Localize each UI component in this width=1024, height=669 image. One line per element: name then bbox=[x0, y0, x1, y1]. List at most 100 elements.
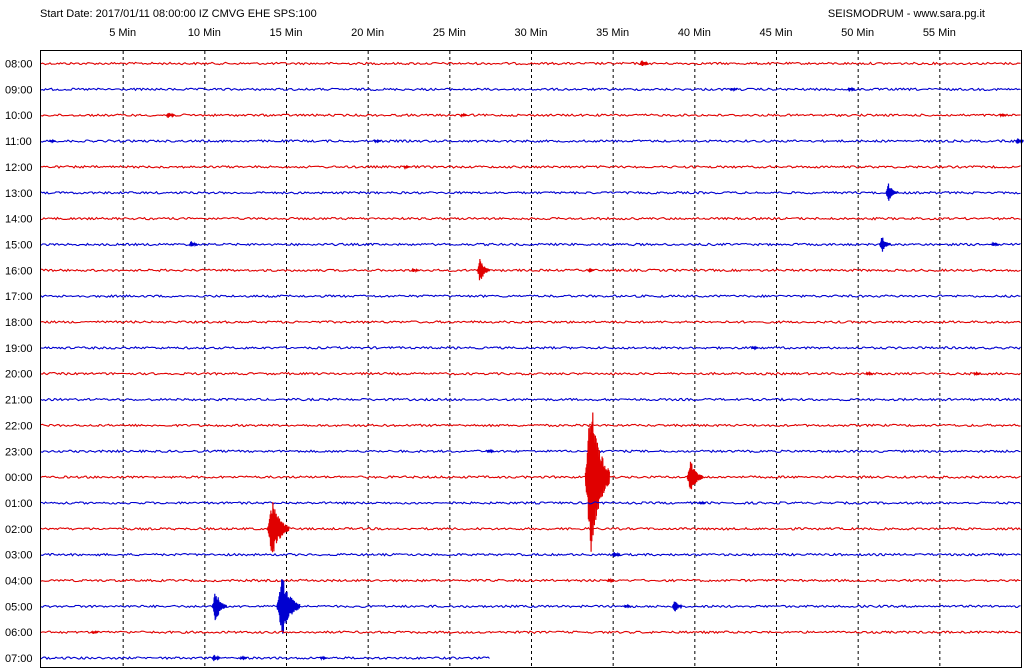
x-tick-label: 25 Min bbox=[433, 27, 466, 39]
trace-baseline bbox=[40, 449, 1021, 454]
hour-label: 17:00 bbox=[5, 291, 33, 303]
trace-baseline bbox=[40, 164, 1021, 169]
trace-baseline bbox=[40, 268, 1021, 273]
seismic-event bbox=[211, 593, 228, 621]
trace-baseline bbox=[40, 61, 1021, 66]
seismic-event bbox=[587, 267, 595, 274]
seismic-event bbox=[878, 237, 891, 252]
hour-label: 06:00 bbox=[5, 627, 33, 639]
seismic-event bbox=[973, 370, 981, 377]
x-tick-label: 40 Min bbox=[678, 27, 711, 39]
trace-baseline bbox=[40, 526, 1021, 531]
seismic-event bbox=[460, 112, 468, 119]
seismic-event bbox=[319, 655, 328, 662]
trace-baseline bbox=[40, 216, 1021, 221]
minute-gridlines bbox=[122, 51, 941, 667]
hour-label: 16:00 bbox=[5, 265, 33, 277]
hour-label: 22:00 bbox=[5, 420, 33, 432]
hour-label: 13:00 bbox=[5, 188, 33, 200]
x-tick-label: 30 Min bbox=[514, 27, 547, 39]
trace-baseline bbox=[40, 139, 1021, 144]
station-info-header: Start Date: 2017/01/11 08:00:00 IZ CMVG … bbox=[40, 8, 317, 20]
trace-baseline bbox=[40, 500, 1021, 505]
seismic-event bbox=[165, 112, 175, 119]
trace-baseline bbox=[40, 630, 1021, 635]
seismic-event bbox=[211, 654, 221, 662]
hour-label: 15:00 bbox=[5, 239, 33, 251]
seismic-event bbox=[611, 551, 621, 558]
seismic-event bbox=[476, 258, 491, 281]
hour-label: 05:00 bbox=[5, 601, 33, 613]
x-tick-label: 15 Min bbox=[269, 27, 302, 39]
trace-baseline bbox=[40, 242, 1021, 247]
x-tick-label: 20 Min bbox=[351, 27, 384, 39]
trace-baseline bbox=[40, 475, 1021, 480]
hour-label: 19:00 bbox=[5, 343, 33, 355]
seismic-event bbox=[847, 86, 856, 92]
seismic-event bbox=[885, 183, 898, 201]
trace-baseline bbox=[40, 656, 490, 660]
seismic-event bbox=[91, 629, 99, 634]
seismic-event bbox=[623, 603, 632, 609]
hour-label: 02:00 bbox=[5, 524, 33, 536]
trace-baseline bbox=[40, 319, 1021, 324]
seismic-event bbox=[686, 461, 704, 490]
seismic-event bbox=[266, 502, 290, 553]
plot-frame bbox=[40, 50, 1022, 668]
credit-header: SEISMODRUM - www.sara.pg.it bbox=[828, 8, 985, 20]
trace-baseline bbox=[40, 87, 1021, 92]
hour-label: 00:00 bbox=[5, 472, 33, 484]
seismic-event bbox=[990, 241, 999, 247]
seismic-event bbox=[865, 370, 873, 377]
x-tick-label: 35 Min bbox=[596, 27, 629, 39]
x-tick-label: 10 Min bbox=[188, 27, 221, 39]
seismic-event bbox=[486, 448, 495, 454]
x-tick-label: 50 Min bbox=[841, 27, 874, 39]
hour-label: 08:00 bbox=[5, 59, 33, 71]
seismic-event bbox=[48, 138, 57, 144]
hour-label: 09:00 bbox=[5, 84, 33, 96]
trace-baseline bbox=[40, 345, 1021, 350]
hour-label: 10:00 bbox=[5, 110, 33, 122]
seismic-event bbox=[373, 138, 382, 144]
hour-label: 03:00 bbox=[5, 550, 33, 562]
trace-baseline bbox=[40, 552, 1021, 557]
seismic-event bbox=[239, 655, 248, 661]
hour-label: 04:00 bbox=[5, 576, 33, 588]
seismic-event bbox=[1015, 138, 1024, 144]
seismic-event bbox=[411, 267, 420, 274]
traces bbox=[40, 60, 1024, 662]
hour-label: 23:00 bbox=[5, 446, 33, 458]
hour-label: 18:00 bbox=[5, 317, 33, 329]
x-tick-labels: 5 Min 10 Min 15 Min 20 Min 25 Min 30 Min 35 Mi… bbox=[109, 27, 956, 39]
hour-labels: 08:00 09:00 10:00 11:00 12:00 13:00 14:00 15:00… bbox=[5, 59, 33, 666]
seismic-event bbox=[188, 241, 198, 248]
seismic-event bbox=[671, 601, 683, 612]
trace-baseline bbox=[40, 397, 1021, 402]
trace-baseline bbox=[40, 294, 1021, 299]
trace-baseline bbox=[40, 113, 1021, 118]
hour-label: 07:00 bbox=[5, 653, 33, 665]
seismic-event bbox=[276, 579, 301, 634]
trace-baseline bbox=[40, 578, 1021, 583]
seismic-event bbox=[584, 412, 610, 552]
trace-baseline bbox=[40, 604, 1021, 609]
seismic-event bbox=[403, 164, 411, 170]
hour-label: 11:00 bbox=[5, 136, 32, 148]
seismic-event bbox=[729, 86, 738, 93]
seismic-event bbox=[999, 112, 1007, 118]
x-tick-label: 5 Min bbox=[109, 27, 136, 39]
seismic-event bbox=[607, 577, 615, 584]
hour-label: 20:00 bbox=[5, 369, 33, 381]
hour-label: 14:00 bbox=[5, 214, 33, 226]
seismic-event bbox=[698, 500, 707, 506]
trace-baseline bbox=[40, 190, 1021, 195]
hour-label: 12:00 bbox=[5, 162, 33, 174]
hour-label: 01:00 bbox=[5, 498, 33, 510]
trace-baseline bbox=[40, 371, 1021, 376]
trace-baseline bbox=[40, 423, 1021, 428]
hour-label: 21:00 bbox=[5, 395, 33, 407]
seismic-event bbox=[750, 345, 759, 351]
